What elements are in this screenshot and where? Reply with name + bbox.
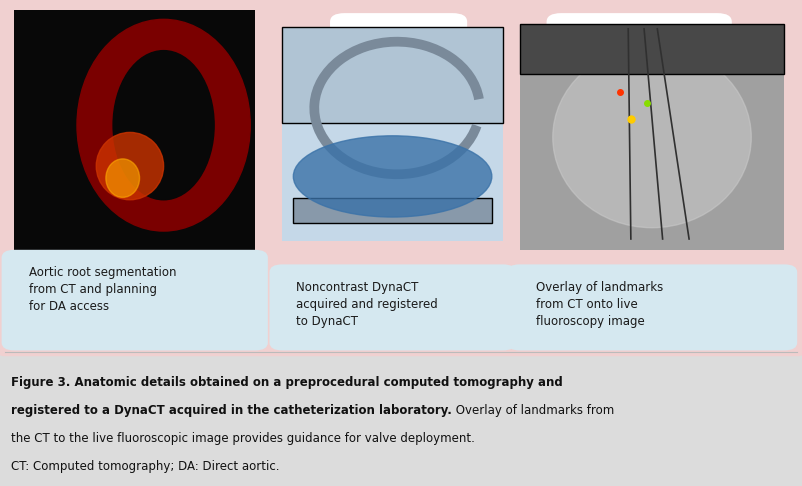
Ellipse shape: [106, 159, 140, 197]
FancyBboxPatch shape: [282, 27, 503, 123]
Text: Overlay of landmarks from: Overlay of landmarks from: [452, 404, 614, 417]
Ellipse shape: [96, 132, 164, 200]
FancyBboxPatch shape: [294, 198, 492, 224]
FancyBboxPatch shape: [547, 13, 731, 60]
FancyBboxPatch shape: [520, 24, 784, 74]
Ellipse shape: [553, 47, 751, 227]
FancyBboxPatch shape: [282, 27, 503, 241]
FancyBboxPatch shape: [14, 10, 255, 250]
FancyBboxPatch shape: [86, 13, 195, 60]
Text: CT: Computed tomography; DA: Direct aortic.: CT: Computed tomography; DA: Direct aort…: [11, 460, 280, 473]
Text: registered to a DynaCT acquired in the catheterization laboratory.: registered to a DynaCT acquired in the c…: [11, 404, 452, 417]
Text: Noncontrast DynaCT
acquired and registered
to DynaCT: Noncontrast DynaCT acquired and register…: [295, 281, 437, 328]
Text: CT: CT: [132, 30, 149, 43]
FancyBboxPatch shape: [520, 24, 784, 250]
Ellipse shape: [294, 136, 492, 217]
Text: Figure 3. Anatomic details obtained on a preprocedural computed tomography and: Figure 3. Anatomic details obtained on a…: [11, 376, 563, 389]
FancyBboxPatch shape: [507, 264, 797, 350]
Text: Aortic root segmentation
from CT and planning
for DA access: Aortic root segmentation from CT and pla…: [29, 266, 176, 313]
Text: DynaCT: DynaCT: [373, 30, 424, 43]
FancyBboxPatch shape: [2, 250, 268, 350]
Ellipse shape: [77, 19, 250, 231]
Text: the CT to the live fluoroscopic image provides guidance for valve deployment.: the CT to the live fluoroscopic image pr…: [11, 432, 475, 445]
Text: Overlay of landmarks
from CT onto live
fluoroscopy image: Overlay of landmarks from CT onto live f…: [536, 281, 662, 328]
Ellipse shape: [113, 51, 214, 200]
FancyBboxPatch shape: [330, 13, 467, 60]
FancyBboxPatch shape: [0, 0, 802, 356]
FancyBboxPatch shape: [269, 264, 516, 350]
Text: Valve deployment: Valve deployment: [579, 30, 699, 43]
